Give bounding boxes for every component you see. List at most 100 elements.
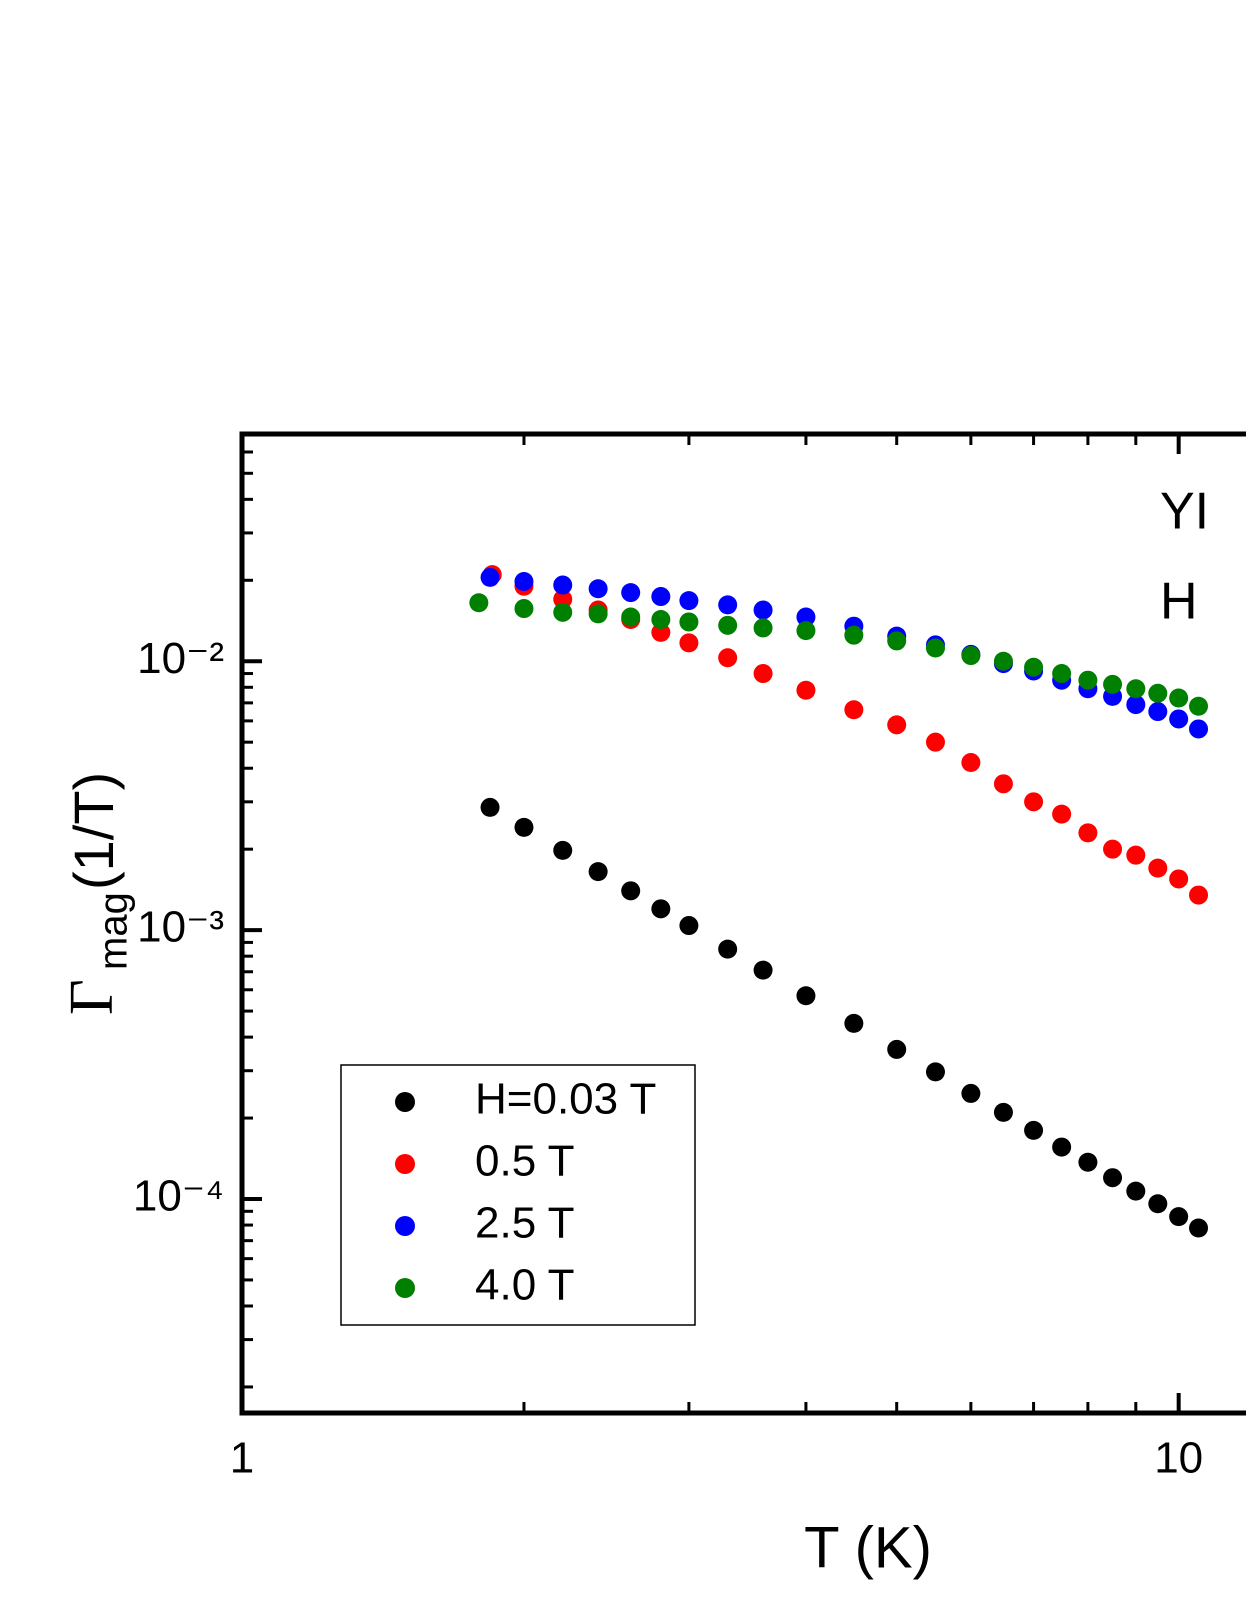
data-point <box>961 646 981 666</box>
y-label-subscript: mag <box>92 892 136 970</box>
data-point <box>514 571 534 591</box>
data-point <box>961 1083 981 1103</box>
annotation: H <box>1160 573 1198 631</box>
legend-marker <box>395 1216 415 1236</box>
data-point <box>679 633 699 653</box>
data-point <box>1126 695 1146 715</box>
data-point <box>621 583 641 603</box>
legend-marker <box>395 1278 415 1298</box>
data-point <box>1078 1152 1098 1172</box>
data-point <box>1078 823 1098 843</box>
legend-marker <box>395 1154 415 1174</box>
plot-area <box>469 565 1209 1238</box>
data-point <box>1103 674 1123 694</box>
y-label-unit: (1/T) <box>62 772 125 890</box>
data-point <box>961 753 981 773</box>
data-point <box>1126 679 1146 699</box>
data-point <box>480 567 500 587</box>
data-point <box>844 1013 864 1033</box>
data-point <box>651 899 671 919</box>
data-point <box>679 612 699 632</box>
data-point <box>553 840 573 860</box>
data-point <box>718 615 738 635</box>
data-point <box>887 631 907 651</box>
data-point <box>1078 670 1098 690</box>
data-point <box>718 648 738 668</box>
data-point <box>1169 709 1189 729</box>
data-point <box>993 651 1013 671</box>
y-tick-label: 10⁻² <box>137 634 224 683</box>
data-point <box>679 916 699 936</box>
data-point <box>1126 845 1146 865</box>
data-point <box>718 939 738 959</box>
data-point <box>621 881 641 901</box>
x-tick-label: 1 <box>230 1434 254 1483</box>
data-point <box>553 589 573 609</box>
legend-label: 0.5 T <box>475 1137 574 1186</box>
data-point <box>993 774 1013 794</box>
data-point <box>887 715 907 735</box>
data-point <box>796 986 816 1006</box>
legend-marker <box>395 1092 415 1112</box>
data-point <box>588 579 608 599</box>
data-point <box>925 638 945 658</box>
annotation: YI <box>1160 483 1209 541</box>
data-point <box>588 862 608 882</box>
data-point <box>1024 792 1044 812</box>
legend-label: H=0.03 T <box>475 1075 656 1124</box>
data-point <box>1189 719 1209 739</box>
data-point <box>1103 1168 1123 1188</box>
data-point <box>514 817 534 837</box>
y-label-symbol: Γ <box>58 979 126 1015</box>
data-point <box>553 602 573 622</box>
y-tick-label: 10⁻³ <box>137 903 224 952</box>
x-tick-label: 10 <box>1154 1434 1203 1483</box>
data-point <box>1169 688 1189 708</box>
data-point <box>679 591 699 611</box>
data-point <box>753 960 773 980</box>
data-point <box>1148 858 1168 878</box>
data-point <box>1148 702 1168 722</box>
data-point <box>1052 664 1072 684</box>
data-point <box>753 618 773 638</box>
data-point <box>925 732 945 752</box>
data-point <box>887 1039 907 1059</box>
data-point <box>1169 1207 1189 1227</box>
data-point <box>651 609 671 629</box>
data-point <box>553 575 573 595</box>
data-point <box>925 1062 945 1082</box>
data-point <box>621 607 641 627</box>
x-axis-label: T (K) <box>804 1515 932 1580</box>
data-point <box>1189 1218 1209 1238</box>
data-point <box>1024 657 1044 677</box>
data-point <box>796 680 816 700</box>
y-axis-label: Γ mag (1/T) <box>58 772 135 1015</box>
data-point <box>718 595 738 615</box>
data-point <box>1148 1194 1168 1214</box>
data-point <box>1052 1137 1072 1157</box>
data-point <box>1148 683 1168 703</box>
data-point <box>993 1102 1013 1122</box>
data-point <box>514 599 534 619</box>
data-point <box>1169 869 1189 889</box>
legend-label: 4.0 T <box>475 1261 574 1310</box>
legend-label: 2.5 T <box>475 1199 574 1248</box>
data-point <box>1024 1120 1044 1140</box>
data-point <box>469 593 489 613</box>
data-point <box>1103 839 1123 859</box>
data-point <box>753 664 773 684</box>
data-point <box>796 621 816 641</box>
data-point <box>588 604 608 624</box>
data-point <box>796 607 816 627</box>
data-point <box>753 600 773 620</box>
data-point <box>480 797 500 817</box>
data-point <box>1189 696 1209 716</box>
data-point <box>844 700 864 720</box>
data-point <box>1052 804 1072 824</box>
y-tick-label: 10⁻⁴ <box>133 1172 224 1221</box>
data-point <box>651 587 671 607</box>
data-point <box>1126 1181 1146 1201</box>
data-point <box>1189 885 1209 905</box>
